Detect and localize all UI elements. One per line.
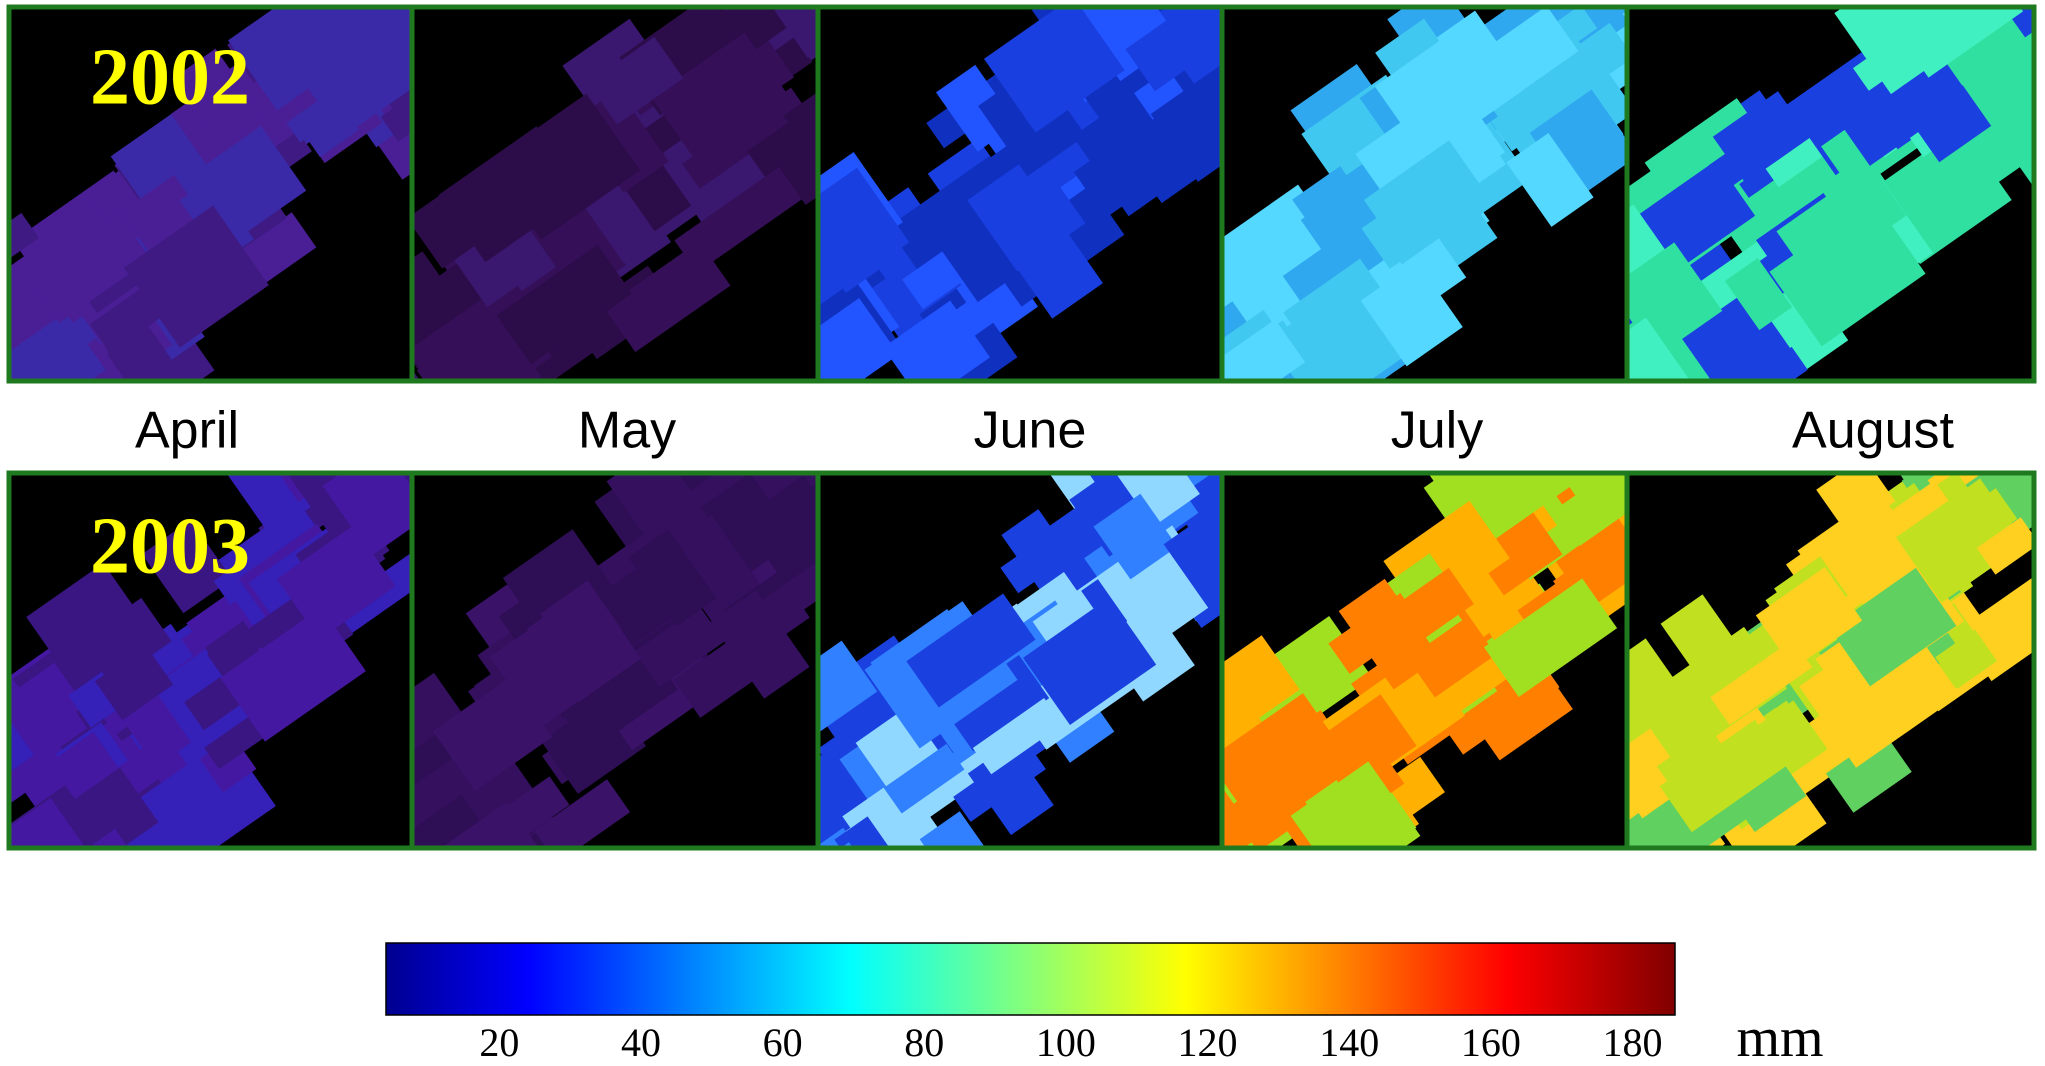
- colorbar-tick-label: 120: [1178, 1020, 1238, 1065]
- year-label: 2003: [90, 502, 250, 590]
- field: [0, 841, 48, 993]
- field: [0, 841, 76, 925]
- month-label: July: [1391, 402, 1483, 460]
- month-label: August: [1792, 402, 1954, 460]
- field: [1539, 389, 1637, 472]
- colorbar-tick-label: 160: [1461, 1020, 1521, 1065]
- colorbar-tick-label: 40: [621, 1020, 661, 1065]
- month-label: May: [578, 402, 676, 460]
- colorbar-tick-label: 180: [1603, 1020, 1663, 1065]
- field: [864, 840, 943, 928]
- colorbar-tick-label: 60: [763, 1020, 803, 1065]
- year-label: 2002: [90, 33, 250, 121]
- colorbar-tick-label: 100: [1036, 1020, 1096, 1065]
- field: [1521, 380, 1641, 477]
- field: [450, 411, 523, 479]
- field: [1235, 388, 1309, 454]
- colorbar-tick-label: 20: [479, 1020, 519, 1065]
- month-label: June: [974, 402, 1087, 460]
- figure: 2002 2003 April May June July August 20 40 60 80 10…: [0, 0, 2045, 1066]
- colorbar-tick-label: 80: [904, 1020, 944, 1065]
- page: {"rows": [{"label": "2002"}, {"label": "…: [0, 0, 2045, 1066]
- colorbar-unit: mm: [1736, 1007, 1823, 1066]
- field: [1224, 422, 1281, 475]
- field: [754, 396, 829, 468]
- colorbar-tick-label: 140: [1319, 1020, 1379, 1065]
- month-label: April: [135, 402, 239, 460]
- panels: [0, 0, 2045, 993]
- field: [0, 392, 2, 465]
- field: [848, 380, 915, 451]
- colorbar: [386, 943, 1675, 1015]
- field: [756, 378, 834, 460]
- field: [1247, 366, 1359, 482]
- field: [32, 371, 124, 458]
- field: [808, 842, 888, 926]
- field: [786, 848, 874, 933]
